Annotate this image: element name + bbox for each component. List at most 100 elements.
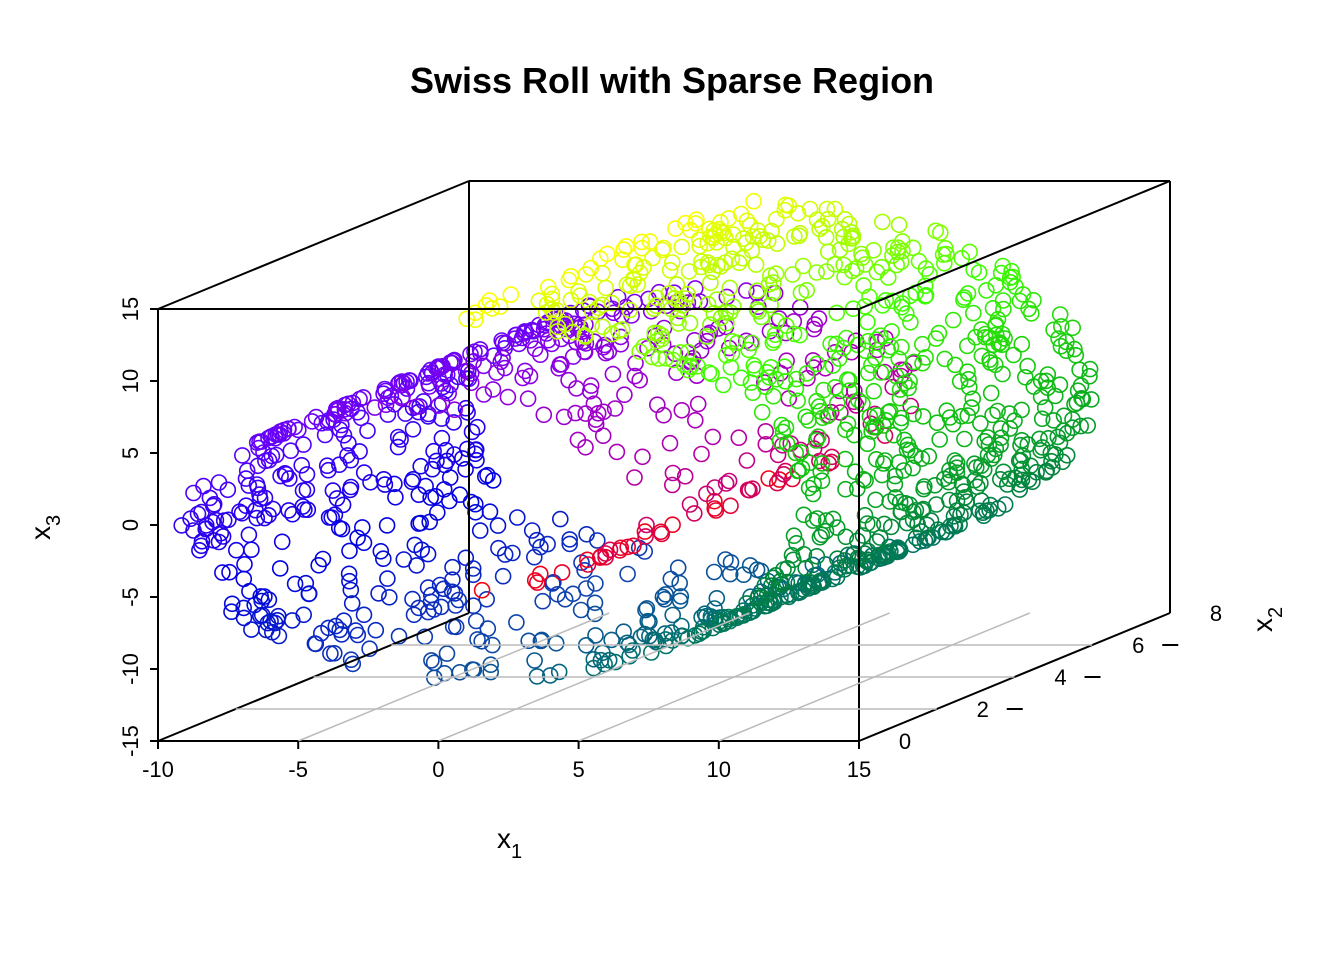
- data-point: [560, 271, 578, 289]
- data-point: [653, 327, 671, 344]
- data-point: [828, 304, 846, 322]
- data-point: [751, 228, 769, 245]
- data-point: [890, 216, 908, 234]
- data-point: [615, 241, 632, 258]
- data-point: [951, 373, 969, 390]
- data-point: [295, 606, 313, 624]
- data-point: [303, 413, 321, 430]
- data-point: [587, 627, 604, 644]
- data-point: [976, 325, 994, 343]
- data-point: [444, 558, 461, 576]
- data-point: [979, 429, 997, 446]
- data-point: [349, 529, 366, 547]
- data-point: [221, 563, 238, 581]
- data-point: [955, 483, 973, 500]
- data-point: [549, 318, 567, 336]
- data-point: [663, 254, 681, 271]
- data-point: [597, 279, 615, 297]
- data-point: [695, 622, 712, 640]
- data-point: [707, 502, 725, 519]
- data-point: [873, 213, 891, 231]
- data-point: [720, 210, 738, 227]
- data-point: [626, 469, 643, 486]
- data-point: [893, 338, 910, 356]
- data-point: [280, 470, 298, 487]
- data-point: [510, 335, 528, 353]
- data-point: [838, 371, 856, 388]
- data-point: [832, 404, 849, 421]
- data-point: [670, 315, 687, 332]
- data-point: [987, 276, 1005, 294]
- data-point: [973, 347, 991, 365]
- x1-tick-label: 15: [847, 757, 871, 782]
- data-point: [298, 466, 316, 483]
- data-point: [585, 333, 603, 351]
- data-point: [434, 357, 451, 375]
- data-point: [520, 632, 538, 650]
- data-point: [785, 325, 803, 343]
- data-point: [848, 480, 866, 498]
- data-point: [596, 655, 613, 673]
- data-point: [734, 230, 752, 247]
- data-point: [484, 381, 502, 398]
- data-point: [892, 253, 910, 271]
- data-point: [868, 331, 885, 349]
- data-point: [857, 342, 874, 360]
- data-point: [985, 446, 1003, 464]
- data-point: [467, 612, 485, 630]
- data-point: [422, 489, 440, 506]
- data-point: [621, 647, 638, 665]
- data-point: [433, 429, 451, 447]
- data-point: [625, 537, 642, 555]
- data-point: [279, 420, 297, 438]
- data-point: [638, 516, 655, 534]
- data-point: [637, 601, 654, 619]
- data-point: [828, 550, 846, 568]
- data-point: [805, 320, 823, 338]
- data-point: [776, 373, 794, 390]
- x2-axis-label: x2: [1247, 607, 1287, 632]
- data-point: [1025, 291, 1042, 309]
- x3-axis-ticks: -15 -10 -5 0 5 10 15: [118, 297, 158, 757]
- data-point: [173, 517, 190, 534]
- data-point: [621, 277, 639, 295]
- data-point: [223, 603, 240, 621]
- data-point: [339, 447, 356, 464]
- data-point: [811, 528, 829, 546]
- data-point: [494, 567, 512, 585]
- data-point: [769, 446, 787, 464]
- data-point: [992, 420, 1010, 437]
- data-point: [738, 452, 756, 469]
- data-point: [562, 267, 580, 285]
- data-point: [856, 298, 874, 315]
- data-point: [519, 390, 537, 408]
- data-point: [799, 573, 817, 591]
- data-point: [342, 581, 360, 599]
- data-point: [702, 316, 719, 334]
- data-point: [944, 311, 962, 329]
- data-point: [983, 450, 1000, 467]
- data-point: [689, 395, 707, 413]
- data-point: [351, 443, 368, 460]
- data-point: [567, 404, 584, 422]
- data-point: [471, 522, 489, 539]
- data-point: [868, 533, 886, 550]
- data-point: [619, 538, 637, 556]
- data-point: [838, 329, 855, 347]
- data-point: [586, 605, 604, 623]
- data-point: [462, 365, 480, 382]
- data-point: [386, 475, 403, 493]
- data-point: [874, 297, 891, 314]
- data-point: [324, 482, 342, 499]
- data-point: [886, 467, 904, 485]
- data-point: [587, 411, 605, 428]
- data-point: [372, 542, 390, 560]
- data-point: [643, 348, 661, 366]
- data-point: [884, 292, 902, 310]
- data-point: [891, 493, 909, 511]
- data-point: [859, 364, 877, 382]
- data-point: [389, 428, 407, 446]
- data-point: [541, 667, 559, 684]
- data-point: [764, 334, 782, 352]
- data-point: [475, 386, 493, 403]
